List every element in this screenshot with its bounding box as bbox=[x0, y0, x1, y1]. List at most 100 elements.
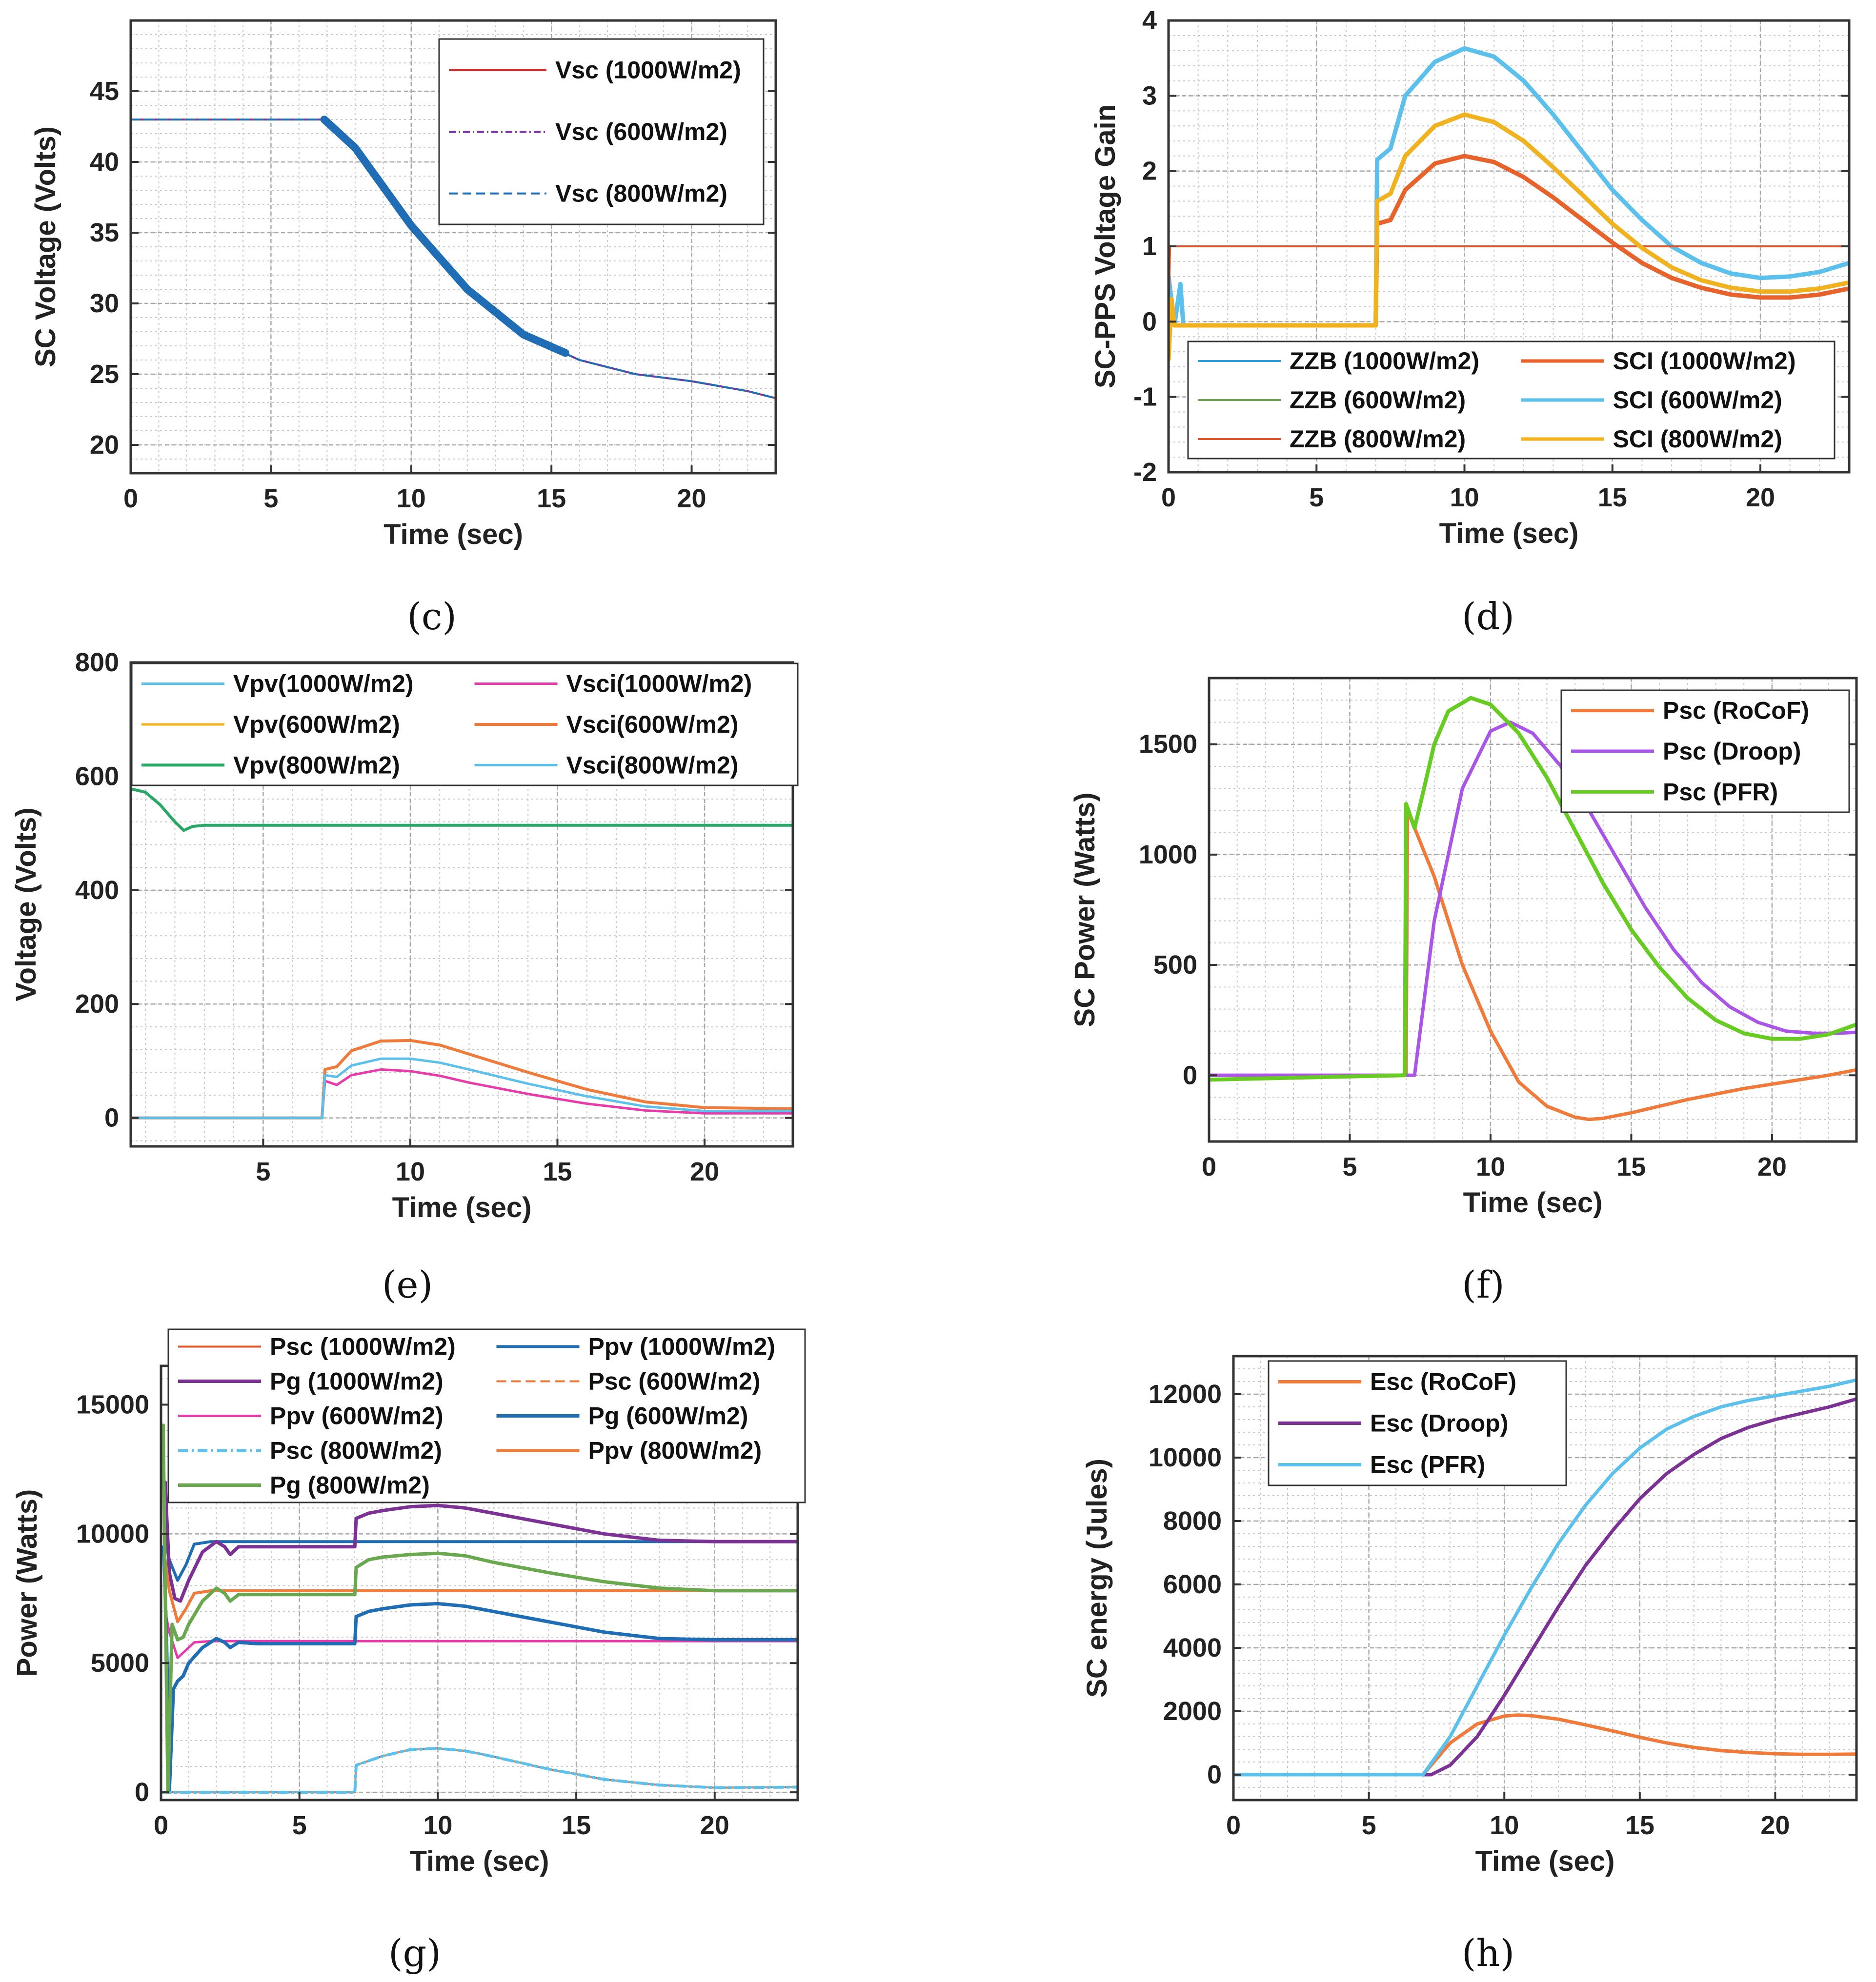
x-tick-label: 5 bbox=[1309, 483, 1324, 512]
series-line-f-1 bbox=[1209, 721, 1856, 1077]
y-tick-label: 25 bbox=[90, 360, 119, 389]
legend-entry: Vsci(600W/m2) bbox=[566, 711, 739, 738]
legend-entry: Vpv(1000W/m2) bbox=[233, 670, 414, 698]
y-tick-label: 5000 bbox=[91, 1648, 149, 1678]
y-axis-label: SC energy (Jules) bbox=[1081, 1459, 1113, 1698]
series-group bbox=[131, 116, 776, 400]
series-line-g-1 bbox=[163, 1537, 798, 1582]
series-line-g-7 bbox=[163, 1558, 798, 1623]
panel-caption: (c) bbox=[407, 595, 457, 638]
plot-frame bbox=[129, 19, 777, 475]
panel-caption: (e) bbox=[382, 1263, 433, 1306]
legend-entry: Esc (PFR) bbox=[1370, 1451, 1485, 1479]
x-tick-label: 20 bbox=[690, 1157, 719, 1186]
x-tick-label: 10 bbox=[1490, 1811, 1519, 1840]
y-tick-label: 20 bbox=[90, 430, 119, 460]
series-line-h-0 bbox=[1233, 1713, 1856, 1777]
y-tick-label: 35 bbox=[90, 218, 119, 247]
y-tick-label: 3 bbox=[1142, 81, 1157, 110]
legend-entry: Psc (600W/m2) bbox=[588, 1368, 761, 1395]
x-tick-label: 0 bbox=[1226, 1811, 1241, 1840]
series-group bbox=[131, 787, 793, 1120]
x-tick-label: 0 bbox=[154, 1811, 168, 1840]
y-tick-label: 4 bbox=[1142, 6, 1157, 35]
y-tick-label: 2 bbox=[1142, 157, 1157, 186]
legend-entry: Ppv (800W/m2) bbox=[588, 1437, 762, 1464]
legend-entry: SCI (600W/m2) bbox=[1613, 386, 1782, 414]
legend-entry: Esc (RoCoF) bbox=[1370, 1368, 1516, 1396]
legend-entry: SCI (800W/m2) bbox=[1613, 425, 1782, 453]
legend-entry: ZZB (1000W/m2) bbox=[1290, 347, 1479, 375]
x-tick-label: 10 bbox=[423, 1811, 452, 1840]
legend: Vpv(1000W/m2) Vsci(1000W/m2) Vpv(600W/m2) V… bbox=[131, 662, 799, 786]
y-tick-label: 45 bbox=[90, 77, 119, 106]
legend-entry: Vsci(1000W/m2) bbox=[566, 670, 752, 698]
legend-entry: Pg (1000W/m2) bbox=[270, 1368, 444, 1395]
legend-entry: Pg (800W/m2) bbox=[270, 1472, 430, 1499]
series-line-g-2 bbox=[163, 1480, 798, 1603]
x-axis-label: Time (sec) bbox=[1439, 518, 1579, 549]
legend: ZZB (1000W/m2) SCI (1000W/m2) ZZB (600W/m2… bbox=[1187, 340, 1836, 460]
x-tick-label: 20 bbox=[677, 484, 706, 513]
y-axis-label: SC Voltage (Volts) bbox=[30, 126, 61, 367]
chart-panel-f: 0 5 10 15 20 0 500 1000 1500 Time (sec) SC Power (… bbox=[1069, 677, 1858, 1306]
y-tick-label: 0 bbox=[1207, 1760, 1222, 1789]
x-tick-label: 5 bbox=[1362, 1811, 1376, 1840]
legend-box bbox=[131, 662, 799, 786]
legend-entry: Vsc (800W/m2) bbox=[555, 180, 727, 207]
chart-panel-c: 0 5 10 15 20 20 25 30 35 40 45 Time (sec) SC Voltage… bbox=[30, 19, 777, 638]
panel-caption: (d) bbox=[1462, 595, 1514, 638]
y-tick-label: 8000 bbox=[1163, 1506, 1222, 1536]
x-tick-label: 20 bbox=[700, 1811, 729, 1840]
x-tick-label: 5 bbox=[1342, 1152, 1357, 1181]
legend-entry: Psc (1000W/m2) bbox=[270, 1333, 456, 1361]
legend-entry: SCI (1000W/m2) bbox=[1613, 347, 1796, 375]
y-axis-label: SC-PPS Voltage Gain bbox=[1089, 104, 1121, 388]
series-line-e-4 bbox=[131, 787, 793, 832]
legend-entry: Ppv (600W/m2) bbox=[270, 1402, 444, 1430]
plot-frame bbox=[129, 661, 794, 1148]
y-tick-label: 40 bbox=[90, 147, 119, 177]
legend-entry: Psc (800W/m2) bbox=[270, 1437, 442, 1464]
x-axis-label: Time (sec) bbox=[410, 1845, 549, 1877]
series-line-d-1 bbox=[1169, 154, 1849, 328]
y-tick-label: 4000 bbox=[1163, 1633, 1222, 1662]
chart-panel-g: 0 5 10 15 20 0 5000 10000 15000 Time (sec) Power (… bbox=[11, 1328, 806, 1975]
legend-box bbox=[1187, 340, 1836, 460]
y-tick-label: 1500 bbox=[1139, 730, 1197, 759]
y-tick-label: -2 bbox=[1133, 458, 1157, 487]
y-axis-label: Power (Watts) bbox=[11, 1489, 43, 1677]
legend: Psc (RoCoF) Psc (Droop) Psc (PFR) bbox=[1560, 689, 1850, 813]
y-tick-label: 400 bbox=[75, 876, 119, 905]
legend: Esc (RoCoF) Esc (Droop) Esc (PFR) bbox=[1268, 1360, 1567, 1486]
y-axis-label: Voltage (Volts) bbox=[10, 807, 42, 1001]
x-tick-label: 20 bbox=[1757, 1152, 1787, 1181]
x-tick-label: 15 bbox=[543, 1157, 572, 1186]
legend-entry: Vpv(800W/m2) bbox=[233, 751, 400, 779]
x-tick-label: 5 bbox=[256, 1157, 270, 1186]
legend-entry: Psc (PFR) bbox=[1663, 778, 1778, 805]
series-line-h-2 bbox=[1233, 1378, 1856, 1777]
x-tick-label: 0 bbox=[1161, 483, 1176, 512]
legend-entry: Ppv (1000W/m2) bbox=[588, 1333, 775, 1361]
x-axis-label: Time (sec) bbox=[1463, 1187, 1603, 1219]
y-tick-label: 6000 bbox=[1163, 1570, 1222, 1599]
y-tick-label: 800 bbox=[75, 648, 119, 677]
series-line-g-6 bbox=[161, 1747, 798, 1794]
x-axis-label: Time (sec) bbox=[1475, 1845, 1615, 1877]
plot-frame bbox=[1232, 1355, 1858, 1802]
y-tick-label: 2000 bbox=[1163, 1697, 1222, 1726]
x-tick-label: 0 bbox=[1202, 1152, 1216, 1181]
series-line-d-5 bbox=[1169, 112, 1849, 361]
legend-entry: Pg (600W/m2) bbox=[588, 1402, 748, 1430]
x-tick-label: 15 bbox=[1625, 1811, 1654, 1840]
y-tick-label: -1 bbox=[1133, 382, 1157, 412]
x-tick-label: 15 bbox=[562, 1811, 591, 1840]
legend-entry: Esc (Droop) bbox=[1370, 1410, 1508, 1437]
y-tick-label: 10000 bbox=[76, 1519, 149, 1548]
panel-caption: (h) bbox=[1462, 1931, 1514, 1975]
series-line-g-8 bbox=[161, 1423, 798, 1794]
x-axis-label: Time (sec) bbox=[383, 519, 523, 550]
